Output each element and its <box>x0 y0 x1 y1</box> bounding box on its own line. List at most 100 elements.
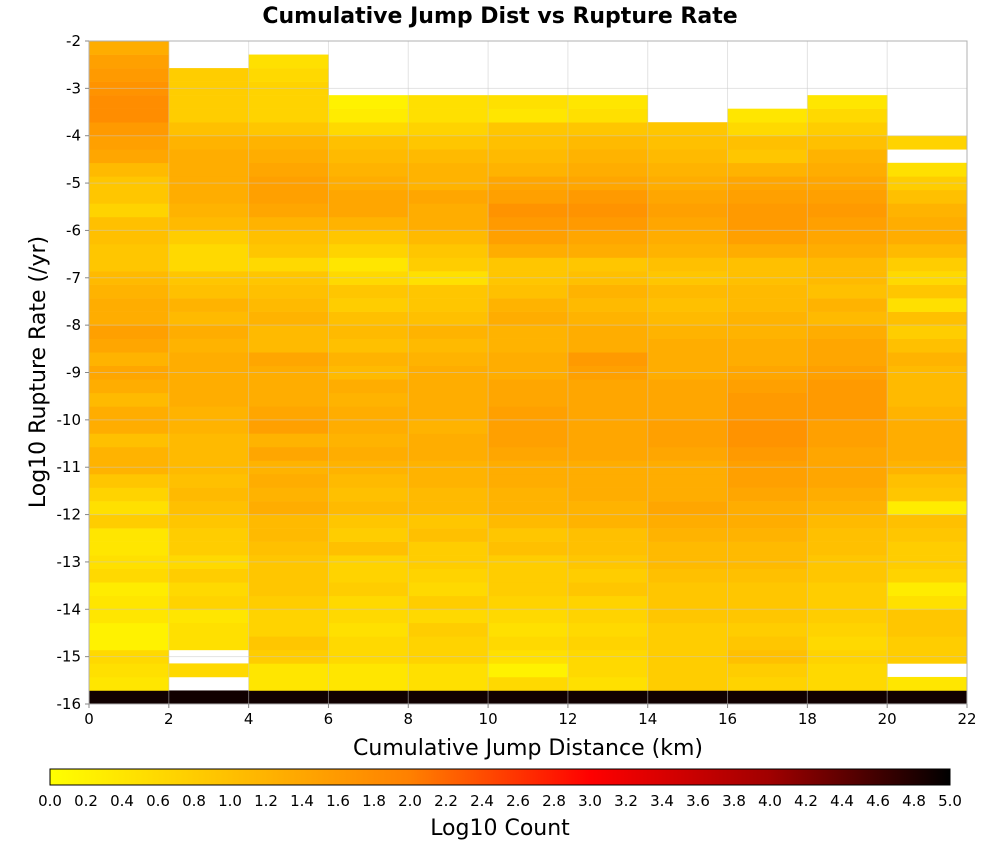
heatmap-cell <box>728 474 808 488</box>
x-tick-label: 6 <box>324 710 334 728</box>
heatmap-cell <box>807 339 887 353</box>
heatmap-cell <box>89 95 169 109</box>
heatmap-cell <box>728 190 808 204</box>
heatmap-cell <box>807 488 887 502</box>
x-tick-label: 20 <box>878 710 897 728</box>
heatmap-cell <box>408 636 488 650</box>
heatmap-cell <box>807 122 887 136</box>
heatmap-cell <box>249 542 329 556</box>
heatmap-cell <box>328 230 408 244</box>
colorbar-tick-label: 2.0 <box>398 792 422 810</box>
heatmap-cell <box>169 230 249 244</box>
heatmap-cell <box>249 420 329 434</box>
heatmap-cell <box>488 379 568 393</box>
heatmap-cell <box>408 663 488 677</box>
y-tick-label: -13 <box>57 553 82 571</box>
heatmap-cell <box>89 609 169 623</box>
heatmap-cell <box>568 190 648 204</box>
heatmap-cell <box>887 515 967 529</box>
heatmap-cell <box>887 677 967 691</box>
colorbar-tick-label: 4.8 <box>902 792 926 810</box>
chart-title: Cumulative Jump Dist vs Rupture Rate <box>262 4 737 29</box>
heatmap-cell <box>728 109 808 123</box>
heatmap-cell <box>568 244 648 258</box>
heatmap-cell <box>728 447 808 461</box>
heatmap-cell <box>728 285 808 299</box>
heatmap-cell <box>488 542 568 556</box>
x-tick-label: 10 <box>479 710 498 728</box>
heatmap-cell <box>89 393 169 407</box>
heatmap-cell <box>89 136 169 150</box>
heatmap-cell <box>568 569 648 583</box>
heatmap-cell <box>89 542 169 556</box>
heatmap-cell <box>887 352 967 366</box>
y-axis-label: Log10 Rupture Rate (/yr) <box>26 236 51 508</box>
heatmap-cell <box>328 122 408 136</box>
heatmap-cell <box>249 501 329 515</box>
heatmap-cell <box>807 677 887 691</box>
heatmap-cell <box>728 515 808 529</box>
heatmap-cell <box>568 163 648 177</box>
heatmap-cell <box>648 258 728 272</box>
heatmap-cell <box>249 379 329 393</box>
heatmap-cell <box>728 582 808 596</box>
heatmap-cell <box>89 339 169 353</box>
heatmap-cell <box>728 136 808 150</box>
heatmap-cell <box>488 515 568 529</box>
heatmap-cell <box>887 474 967 488</box>
heatmap-cell <box>169 582 249 596</box>
heatmap-cell <box>807 285 887 299</box>
x-tick-label: 18 <box>798 710 817 728</box>
heatmap-cell <box>169 298 249 312</box>
heatmap-cell <box>408 298 488 312</box>
heatmap-cell <box>249 515 329 529</box>
heatmap-cell <box>887 582 967 596</box>
heatmap-cell <box>488 95 568 109</box>
x-tick-label: 16 <box>718 710 737 728</box>
heatmap-cell <box>488 312 568 326</box>
heatmap-cell <box>328 528 408 542</box>
heatmap-cell <box>328 420 408 434</box>
heatmap-cell <box>568 623 648 637</box>
heatmap-cell <box>887 690 967 704</box>
heatmap-cell <box>887 433 967 447</box>
heatmap-cell <box>648 663 728 677</box>
heatmap-cell <box>328 149 408 163</box>
heatmap-cell <box>328 636 408 650</box>
x-tick-label: 14 <box>638 710 657 728</box>
colorbar-label: Log10 Count <box>430 816 570 841</box>
colorbar-tick-label: 4.0 <box>758 792 782 810</box>
heatmap-cell <box>169 393 249 407</box>
heatmap-cell <box>408 474 488 488</box>
heatmap-cell <box>249 163 329 177</box>
colorbar-tick-label: 3.2 <box>614 792 638 810</box>
heatmap-cell <box>488 582 568 596</box>
heatmap-cell <box>887 420 967 434</box>
heatmap-cell <box>728 163 808 177</box>
x-tick-label: 2 <box>164 710 174 728</box>
heatmap-cell <box>728 258 808 272</box>
heatmap-cell <box>488 393 568 407</box>
heatmap-cell <box>89 41 169 55</box>
heatmap-cell <box>488 636 568 650</box>
heatmap-cell <box>568 433 648 447</box>
heatmap-cell <box>89 663 169 677</box>
colorbar-tick-label: 2.8 <box>542 792 566 810</box>
heatmap-cell <box>728 433 808 447</box>
heatmap-cell <box>488 298 568 312</box>
heatmap-cell <box>807 623 887 637</box>
heatmap-cell <box>169 203 249 217</box>
heatmap-cell <box>728 352 808 366</box>
heatmap-cell <box>408 677 488 691</box>
x-tick-label: 12 <box>558 710 577 728</box>
heatmap-cell <box>568 515 648 529</box>
heatmap-cell <box>408 149 488 163</box>
heatmap-cell <box>89 596 169 610</box>
heatmap-cell <box>408 406 488 420</box>
heatmap-cell <box>408 230 488 244</box>
heatmap-cell <box>648 393 728 407</box>
colorbar-tick-label: 0.0 <box>38 792 62 810</box>
heatmap-cell <box>328 312 408 326</box>
heatmap-cell <box>89 447 169 461</box>
colorbar-tick-label: 2.2 <box>434 792 458 810</box>
